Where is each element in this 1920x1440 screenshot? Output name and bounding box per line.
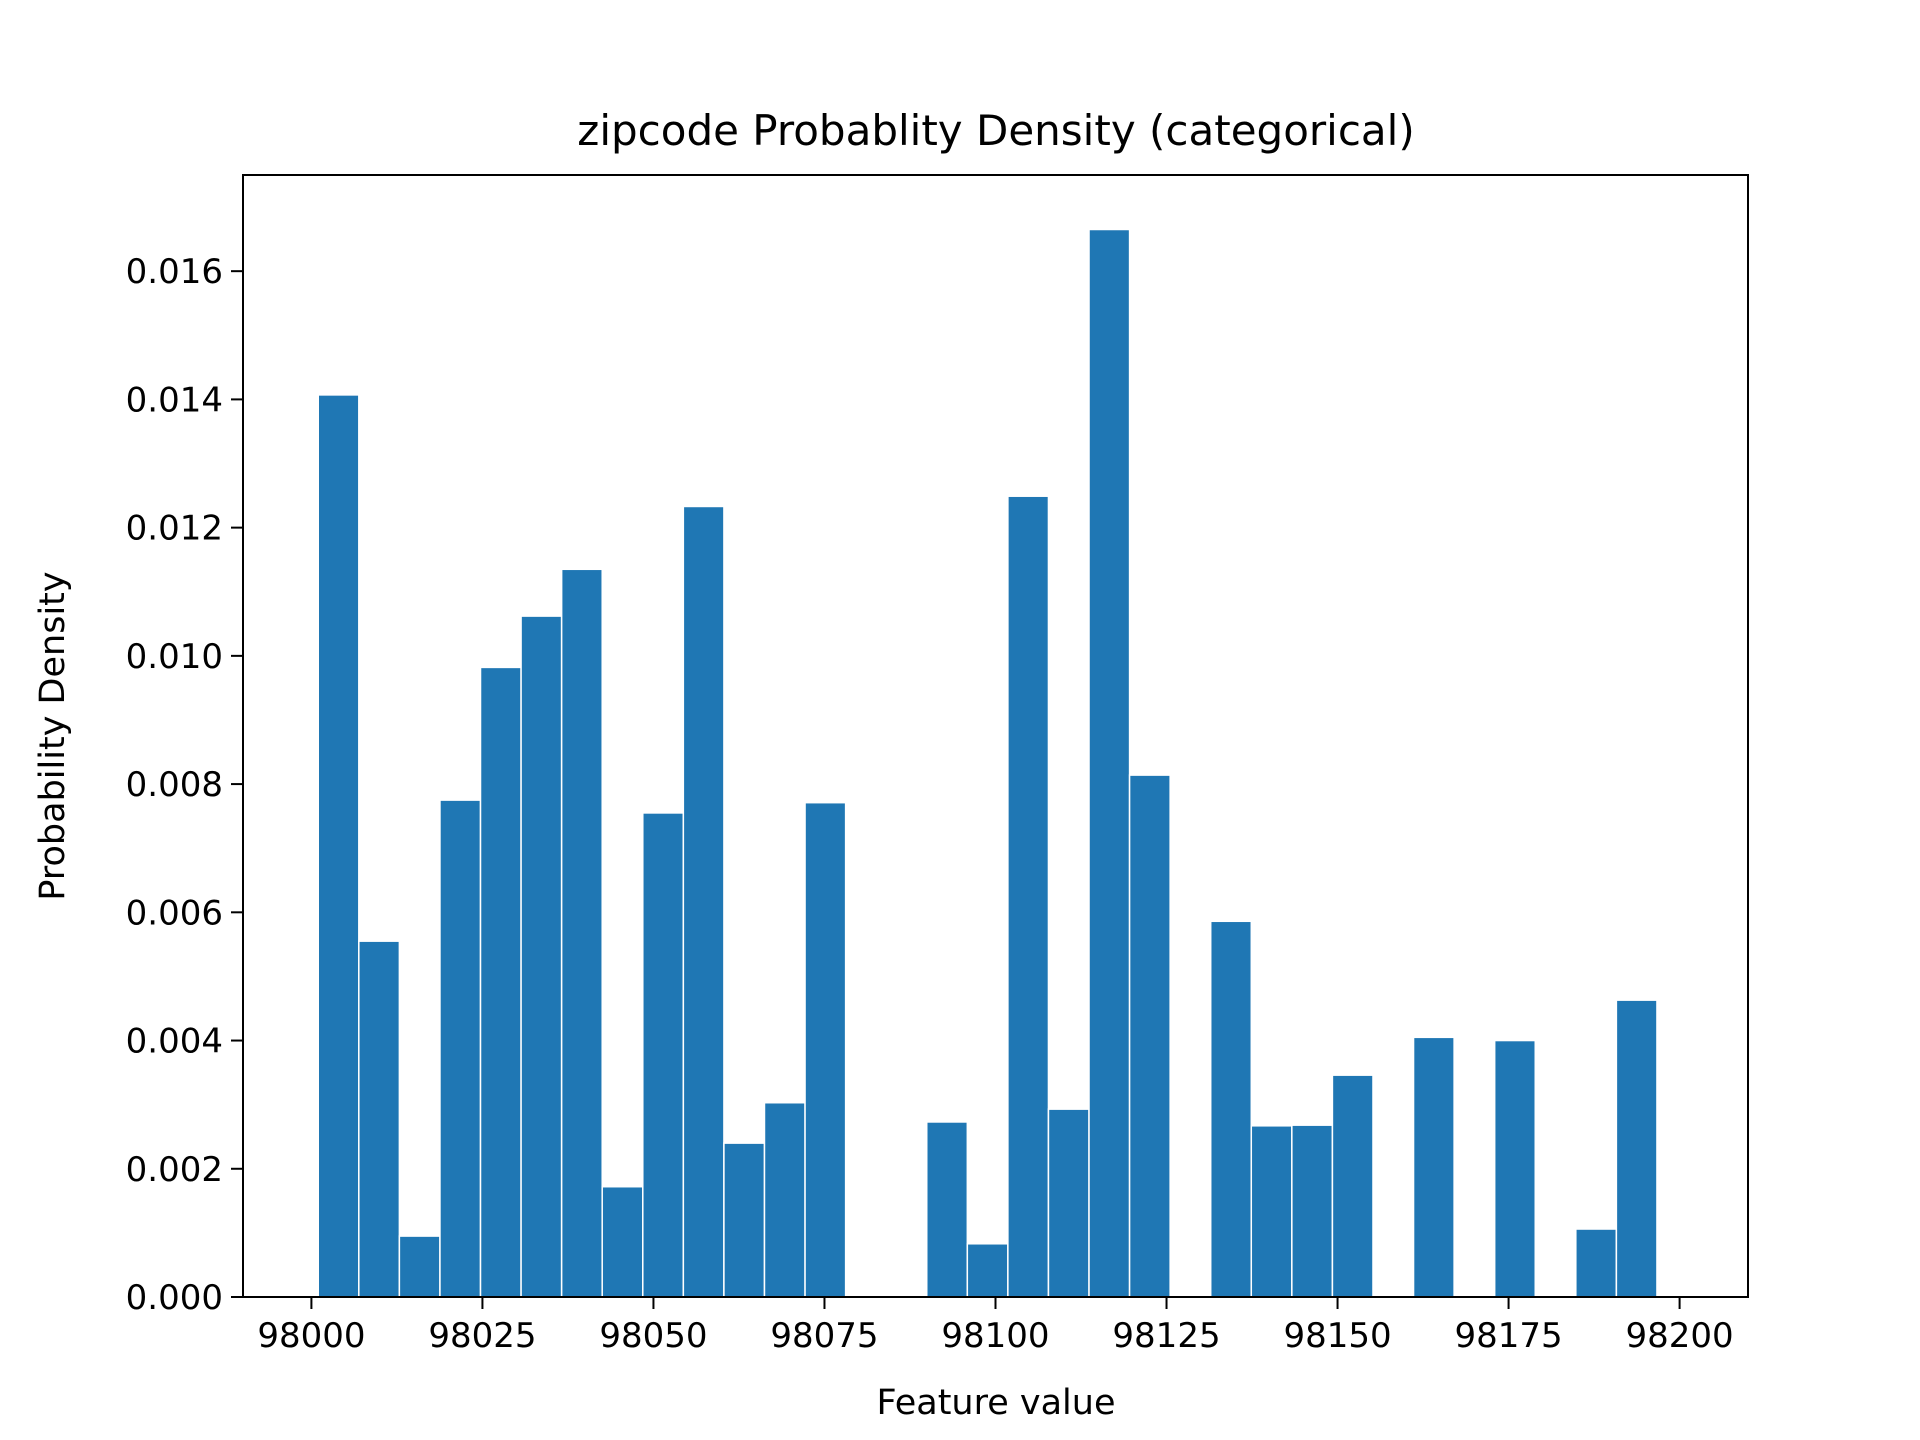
y-tick-label: 0.002 <box>126 1150 223 1190</box>
histogram-bar <box>439 799 482 1298</box>
histogram-bar <box>1007 495 1050 1298</box>
histogram-bar <box>398 1235 441 1298</box>
x-tick-label: 98150 <box>1283 1316 1391 1356</box>
histogram-bar <box>966 1243 1009 1298</box>
histogram-bar <box>763 1101 806 1298</box>
histogram-bar <box>317 394 360 1298</box>
histogram-bar <box>723 1142 766 1298</box>
histogram-bar <box>925 1121 969 1298</box>
x-tick-label: 98100 <box>941 1316 1049 1356</box>
histogram-bar <box>1331 1074 1374 1298</box>
x-tick-label: 98175 <box>1454 1316 1562 1356</box>
histogram-bar <box>1615 999 1658 1298</box>
histogram-bar <box>1047 1108 1090 1298</box>
x-tick-label: 98200 <box>1626 1316 1734 1356</box>
histogram-bar <box>1209 920 1253 1298</box>
y-tick-label: 0.000 <box>126 1278 223 1318</box>
y-tick-label: 0.014 <box>126 380 223 420</box>
histogram-bar <box>479 666 522 1298</box>
x-tick-label: 98025 <box>428 1316 536 1356</box>
y-tick-label: 0.016 <box>126 252 223 292</box>
x-axis-ticks: 98000 98025 98050 98075 98100 98125 98150 98175… <box>257 1297 1734 1356</box>
histogram-bar <box>1250 1125 1293 1298</box>
y-tick-label: 0.004 <box>126 1022 223 1062</box>
x-tick-label: 98075 <box>770 1316 878 1356</box>
y-axis-title: Probability Density <box>33 571 73 900</box>
y-tick-label: 0.006 <box>126 893 223 933</box>
histogram-bar <box>1412 1036 1455 1298</box>
histogram-bar <box>1128 774 1171 1298</box>
histogram-bar <box>804 801 847 1298</box>
y-axis-ticks: 0.000 0.002 0.004 0.006 0.008 0.010 0.012 0.014… <box>126 252 243 1318</box>
histogram-bar <box>358 940 401 1298</box>
histogram-bar <box>1493 1039 1536 1298</box>
histogram-bar <box>1291 1124 1334 1298</box>
x-axis-title: Feature value <box>877 1383 1116 1423</box>
histogram-bar <box>642 812 685 1298</box>
histogram-bar <box>1575 1228 1618 1298</box>
bars-group <box>317 228 1658 1298</box>
plot-frame <box>242 174 1749 1298</box>
x-tick-label: 98000 <box>257 1316 365 1356</box>
y-tick-label: 0.008 <box>126 765 223 805</box>
x-tick-label: 98125 <box>1112 1316 1220 1356</box>
histogram-bar <box>560 568 603 1298</box>
y-tick-label: 0.010 <box>126 637 223 677</box>
y-tick-label: 0.012 <box>126 509 223 549</box>
histogram-bar <box>1088 228 1131 1298</box>
histogram-bar <box>520 615 563 1298</box>
chart-title: zipcode Probablity Density (categorical) <box>577 106 1414 155</box>
x-tick-label: 98050 <box>599 1316 707 1356</box>
histogram-bar <box>601 1185 644 1298</box>
histogram-bar <box>682 505 725 1298</box>
